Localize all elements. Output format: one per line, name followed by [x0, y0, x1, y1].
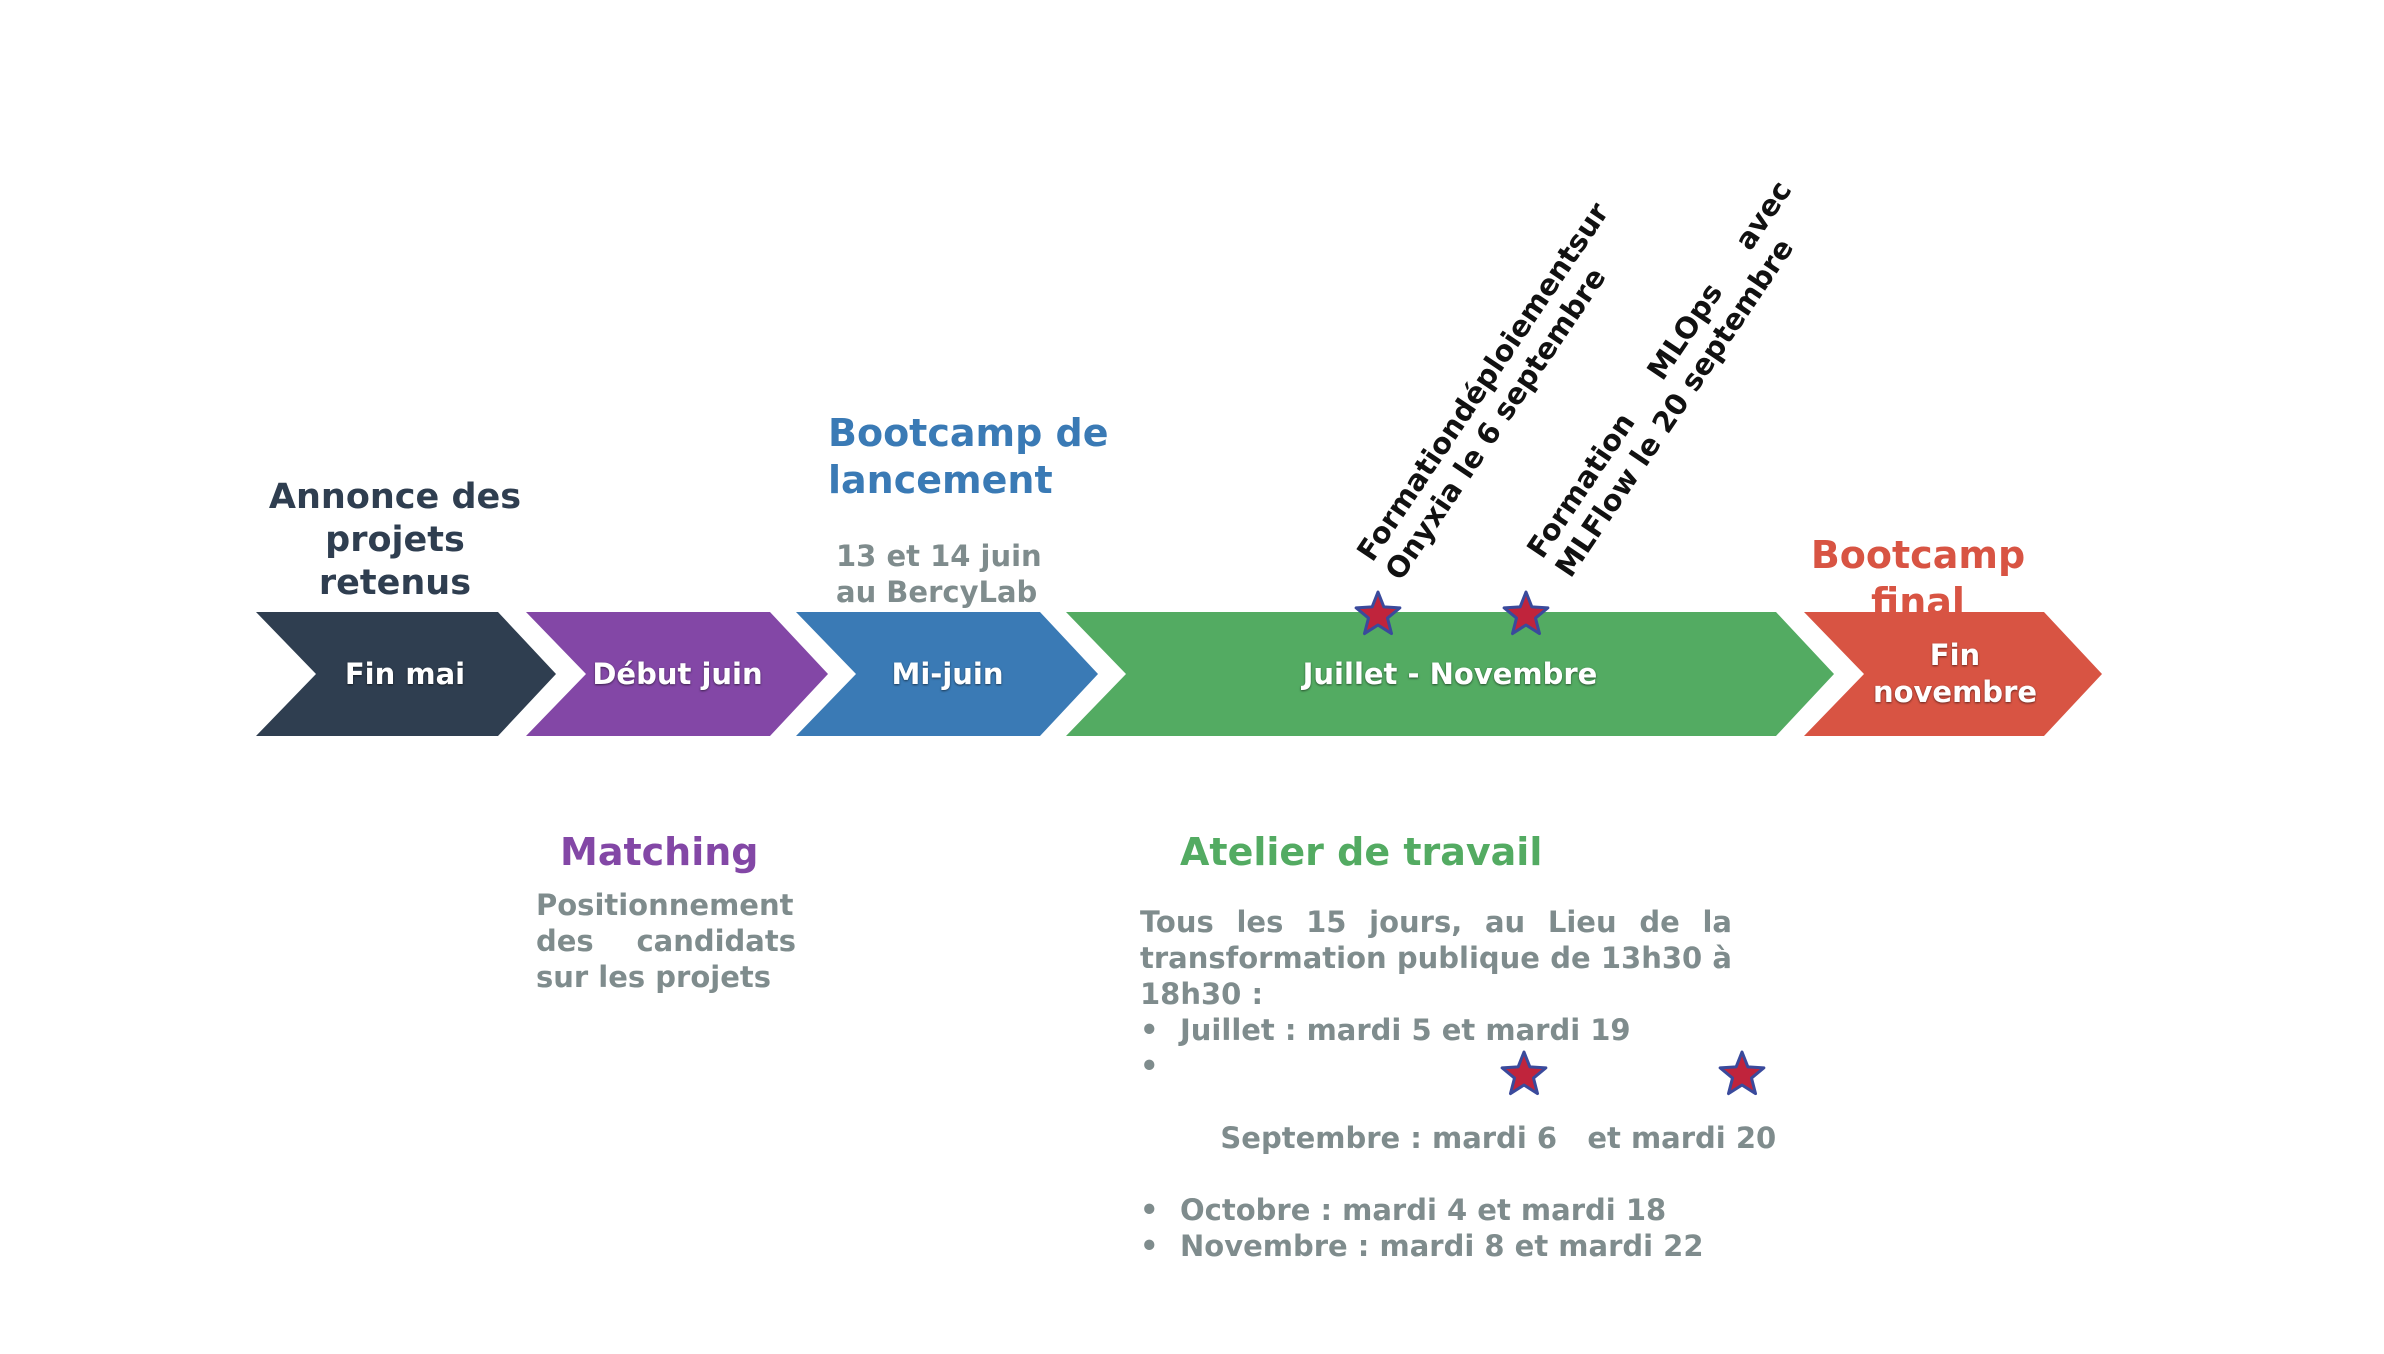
step-label-fin-novembre: Fin novembre — [1872, 638, 2038, 709]
atelier-title: Atelier de travail — [1180, 830, 1543, 874]
list-item: • Septembre : mardi 6 et mardi 20 — [1140, 1048, 1780, 1192]
arrow-debut-juin — [526, 612, 828, 736]
matching-title: Matching — [560, 830, 759, 874]
list-item: • Octobre : mardi 4 et mardi 18 — [1140, 1192, 1780, 1228]
atelier-intro: Tous les 15 jours, au Lieu de la transfo… — [1140, 905, 1732, 1011]
annonce-title: Annonce des projets retenus — [268, 477, 522, 603]
list-item-text: Novembre : mardi 8 et mardi 22 — [1180, 1229, 1704, 1263]
star-shape — [1718, 1050, 1766, 1096]
star-shape — [1500, 1050, 1548, 1096]
step-label-juillet-novembre: Juillet - Novembre — [1302, 656, 1598, 691]
star-shape — [1502, 590, 1550, 636]
bootcamp-lancement-title: Bootcamp de lancement — [828, 411, 1109, 502]
arrow-juillet-novembre — [1066, 612, 1834, 736]
star-icon — [1718, 1050, 1766, 1096]
step-label-fin-mai: Fin mai — [344, 656, 466, 691]
step-label-mi-juin: Mi-juin — [891, 656, 1004, 691]
bootcamp-lancement-date: 13 et 14 juin au BercyLab — [836, 538, 1096, 610]
list-item: • Novembre : mardi 8 et mardi 22 — [1140, 1228, 1780, 1264]
list-item-text: Juillet : mardi 5 et mardi 19 — [1180, 1013, 1631, 1047]
list-item-text: Septembre : mardi 6 et mardi 20 — [1220, 1121, 1777, 1155]
bootcamp-final-title: Bootcamp final — [1810, 533, 2026, 614]
star-icon — [1500, 1050, 1548, 1096]
arrow-mi-juin — [796, 612, 1098, 736]
arrow-fin-novembre — [1804, 612, 2102, 736]
bullet-icon: • — [1140, 1229, 1159, 1263]
list-item-text: Octobre : mardi 4 et mardi 18 — [1180, 1193, 1667, 1227]
atelier-schedule-list: • Juillet : mardi 5 et mardi 19 • Septem… — [1140, 1012, 1780, 1264]
star-icon — [1502, 590, 1550, 636]
arrow-fin-mai — [256, 612, 556, 736]
bullet-icon: • — [1140, 1049, 1159, 1083]
step-label-debut-juin: Début juin — [592, 656, 763, 691]
bullet-icon: • — [1140, 1013, 1159, 1047]
matching-text: Positionnement des candidats sur les pro… — [536, 888, 796, 994]
star-shape — [1354, 590, 1402, 636]
star-icon — [1354, 590, 1402, 636]
bullet-icon: • — [1140, 1193, 1159, 1227]
list-item: • Juillet : mardi 5 et mardi 19 — [1140, 1012, 1780, 1048]
bootcamp-lancement-date-line1: 13 et 14 juin — [836, 539, 1042, 573]
bootcamp-lancement-date-line2: au BercyLab — [836, 575, 1038, 609]
